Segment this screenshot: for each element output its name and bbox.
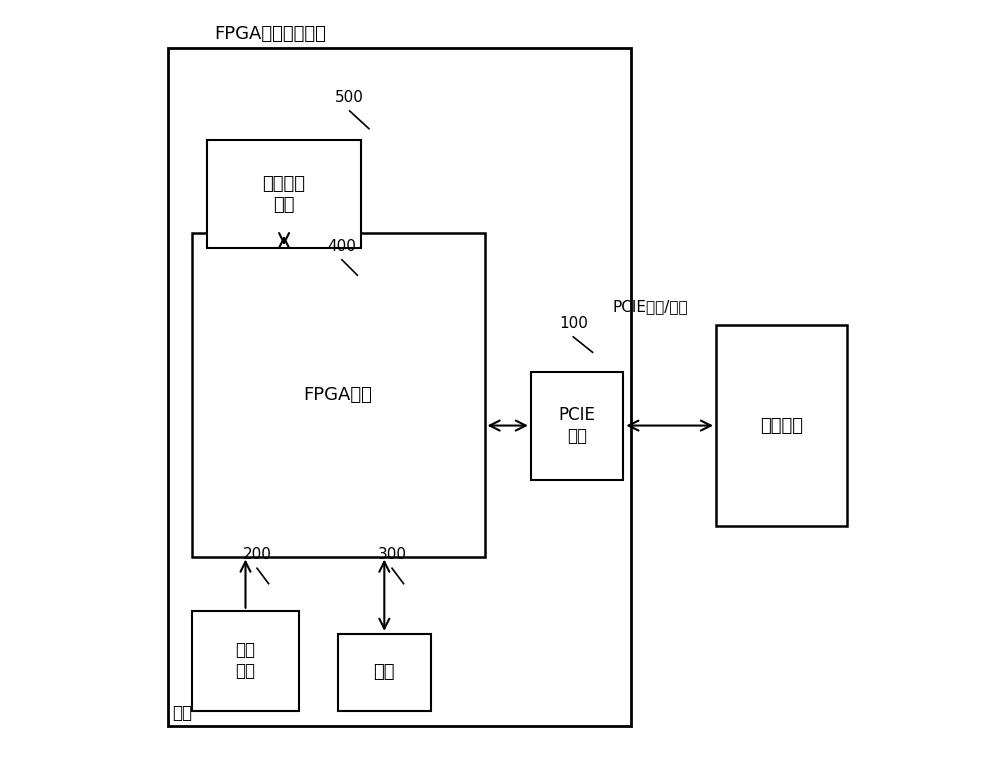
Text: 400: 400	[327, 238, 356, 254]
Text: 200: 200	[243, 547, 272, 562]
Text: 300: 300	[378, 547, 407, 562]
FancyBboxPatch shape	[207, 140, 361, 248]
Text: 板卡: 板卡	[172, 704, 192, 722]
FancyBboxPatch shape	[192, 611, 299, 711]
FancyBboxPatch shape	[716, 325, 847, 526]
FancyBboxPatch shape	[192, 233, 485, 557]
Text: PCIE
接口: PCIE 接口	[559, 406, 596, 445]
Text: 测试主机: 测试主机	[760, 416, 803, 434]
FancyBboxPatch shape	[531, 372, 623, 480]
Text: 500: 500	[335, 90, 364, 104]
Text: 100: 100	[559, 316, 588, 330]
FancyBboxPatch shape	[338, 634, 431, 711]
Text: PCIE接收/发送: PCIE接收/发送	[613, 299, 688, 313]
FancyBboxPatch shape	[168, 48, 631, 726]
Text: FPGA芯片: FPGA芯片	[304, 385, 372, 404]
Text: FPGA原型验证装置: FPGA原型验证装置	[215, 25, 327, 43]
Text: 内存: 内存	[374, 663, 395, 681]
Text: 时钟
模块: 时钟 模块	[235, 642, 255, 680]
Text: 其他外设
接口: 其他外设 接口	[263, 175, 306, 214]
